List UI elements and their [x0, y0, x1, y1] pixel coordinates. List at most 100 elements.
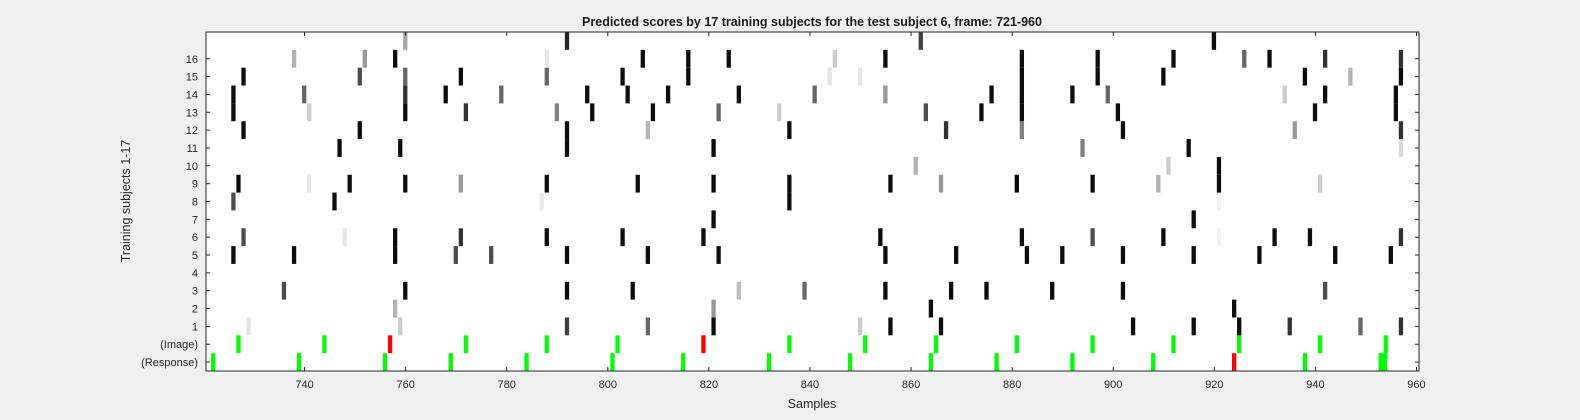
score-cell — [1322, 281, 1328, 300]
score-cell — [1237, 317, 1242, 336]
score-cell — [665, 85, 671, 104]
score-cell — [1019, 103, 1025, 122]
image-marker — [1014, 335, 1019, 354]
score-cell — [943, 121, 949, 140]
score-cell — [948, 281, 954, 300]
x-tick-label: 840 — [801, 379, 819, 391]
score-cell — [1050, 281, 1055, 300]
score-cell — [1358, 317, 1363, 336]
score-cell — [1191, 317, 1196, 336]
x-tick-label: 960 — [1407, 379, 1425, 391]
score-cell — [403, 67, 408, 86]
score-cell — [1398, 67, 1404, 86]
score-cell — [802, 281, 807, 300]
score-cell — [1322, 49, 1328, 68]
score-cell — [1398, 121, 1404, 140]
score-cell — [954, 246, 959, 264]
score-cell — [393, 228, 398, 247]
score-cell — [1398, 139, 1404, 157]
score-cell — [357, 67, 362, 86]
score-cell — [1090, 228, 1095, 247]
score-cell — [1398, 228, 1404, 247]
score-cell — [625, 85, 630, 104]
score-cell — [1393, 85, 1399, 104]
score-cell — [458, 174, 464, 193]
response-marker — [1231, 353, 1237, 371]
score-cell — [711, 210, 716, 229]
score-cell — [1070, 85, 1075, 104]
image-marker — [544, 335, 549, 354]
score-cell — [857, 67, 863, 86]
score-cell — [342, 228, 347, 247]
score-cell — [281, 281, 287, 300]
score-cell — [1216, 228, 1222, 247]
x-tick-label: 820 — [700, 379, 718, 391]
x-tick-label: 900 — [1104, 379, 1122, 391]
score-cell — [544, 67, 549, 86]
score-cell — [241, 228, 246, 247]
score-cell — [1191, 246, 1196, 264]
score-cell — [711, 299, 716, 318]
image-marker — [236, 335, 241, 354]
x-tick-label: 800 — [599, 379, 617, 391]
score-cell — [1322, 85, 1328, 104]
score-cell — [878, 228, 883, 247]
y-tick-label: 14 — [186, 89, 198, 101]
score-cell — [1095, 49, 1100, 68]
score-cell — [241, 121, 246, 140]
score-cell — [1216, 156, 1222, 175]
score-cell — [650, 103, 656, 122]
score-cell — [1060, 246, 1065, 264]
score-cell — [716, 246, 721, 264]
y-tick-label: 9 — [192, 179, 198, 191]
y-tick-label: 4 — [192, 268, 198, 280]
response-marker — [448, 353, 453, 371]
score-cell — [544, 49, 549, 68]
score-cell — [231, 85, 236, 104]
image-marker — [387, 335, 393, 354]
score-cell — [291, 49, 297, 68]
score-cell — [1398, 317, 1404, 336]
score-cell — [564, 246, 570, 264]
x-tick-label: 860 — [902, 379, 920, 391]
score-cell — [1080, 139, 1085, 157]
score-cell — [1242, 49, 1247, 68]
score-cell — [231, 246, 236, 264]
score-cell — [564, 139, 570, 157]
score-cell — [1231, 299, 1237, 318]
score-cell — [1019, 85, 1025, 104]
y-tick-label: 12 — [186, 125, 198, 137]
score-cell — [1257, 246, 1262, 264]
score-cell — [393, 49, 398, 68]
response-marker — [1151, 353, 1156, 371]
score-cell — [918, 32, 923, 50]
score-cell — [686, 67, 691, 86]
score-cell — [564, 317, 570, 336]
image-marker — [1171, 335, 1176, 354]
score-cell — [231, 103, 236, 122]
x-tick-label: 920 — [1205, 379, 1223, 391]
y-tick-label: 6 — [192, 232, 198, 244]
image-marker — [1383, 335, 1388, 354]
score-cell — [984, 281, 989, 300]
score-cell — [1024, 246, 1030, 264]
y-tick-label: (Response) — [141, 357, 198, 369]
score-cell — [357, 121, 362, 140]
y-tick-label: 15 — [186, 72, 198, 84]
score-cell — [923, 103, 928, 122]
image-marker — [615, 335, 620, 354]
response-marker — [1070, 353, 1075, 371]
score-cell — [1090, 174, 1095, 193]
score-cell — [827, 67, 832, 86]
response-marker — [211, 353, 216, 371]
score-cell — [1095, 67, 1100, 86]
score-cell — [403, 281, 408, 300]
score-cell — [539, 192, 544, 211]
score-cell — [398, 317, 403, 336]
score-cell — [645, 246, 651, 264]
score-cell — [1287, 317, 1292, 336]
y-tick-label: 2 — [192, 304, 198, 316]
heatmap-cells — [211, 32, 1404, 371]
score-cell — [337, 139, 342, 157]
